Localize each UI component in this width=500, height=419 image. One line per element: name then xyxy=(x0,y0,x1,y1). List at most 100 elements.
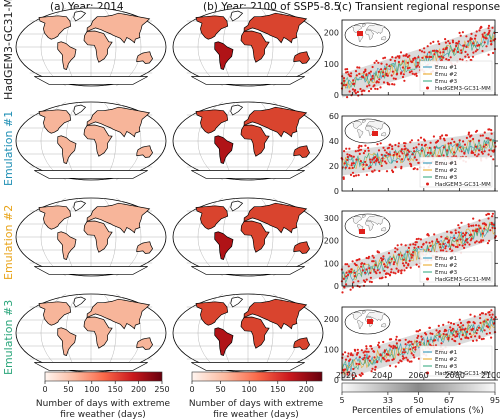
continent xyxy=(293,51,311,64)
esm-point xyxy=(444,38,447,41)
esm-point xyxy=(361,373,364,376)
esm-point xyxy=(350,155,353,158)
inset-continent xyxy=(380,36,387,41)
esm-point xyxy=(450,231,453,234)
esm-point xyxy=(413,167,416,170)
colorbar-tick-label: 200 xyxy=(299,385,314,394)
esm-point xyxy=(483,227,486,230)
plot-frame xyxy=(341,210,496,287)
esm-point xyxy=(465,45,468,49)
esm-point xyxy=(433,49,436,52)
esm-point xyxy=(351,374,354,377)
esm-point xyxy=(415,241,418,244)
esm-point xyxy=(409,163,413,166)
esm-point xyxy=(466,53,469,56)
esm-point xyxy=(405,356,408,359)
esm-point xyxy=(376,80,379,83)
continent xyxy=(293,241,311,254)
inset-continent xyxy=(351,216,362,224)
esm-point xyxy=(439,137,442,140)
colorbar-tick-label: 100 xyxy=(242,385,257,394)
esm-point xyxy=(444,41,447,44)
esm-point xyxy=(477,326,480,329)
esm-point xyxy=(354,70,358,73)
colorbar-c-label: Percentiles of emulations (%) xyxy=(352,406,484,416)
esm-point xyxy=(354,89,357,92)
continent xyxy=(240,220,270,253)
esm-point xyxy=(481,33,484,36)
esm-point xyxy=(401,355,404,358)
esm-point xyxy=(342,277,345,280)
esm-point xyxy=(387,252,391,255)
esm-point xyxy=(352,367,355,371)
esm-point xyxy=(410,352,413,355)
esm-point xyxy=(362,163,365,166)
esm-point xyxy=(404,338,407,341)
map-a-emu1 xyxy=(15,101,167,181)
esm-point xyxy=(418,341,421,344)
esm-point xyxy=(368,359,371,362)
esm-point xyxy=(409,266,412,269)
inset-continent xyxy=(380,227,387,232)
colorbar-b-label-2: fire weather (days) xyxy=(213,410,299,419)
emulation-line-1 xyxy=(341,317,496,372)
esm-point xyxy=(463,233,467,237)
esm-point xyxy=(445,47,448,50)
legend-swatch xyxy=(426,277,429,281)
esm-point xyxy=(438,335,441,338)
esm-point xyxy=(387,272,390,275)
y-tick-label: 60 xyxy=(329,112,339,121)
esm-point xyxy=(352,175,356,178)
esm-point xyxy=(402,348,405,351)
esm-point xyxy=(413,356,416,359)
esm-point xyxy=(415,263,418,266)
esm-point xyxy=(371,77,374,80)
y-tick-label: 200 xyxy=(324,237,339,246)
esm-point xyxy=(365,173,368,176)
esm-point xyxy=(410,139,413,142)
esm-point xyxy=(406,250,409,254)
esm-point xyxy=(367,350,370,353)
esm-point xyxy=(456,239,459,242)
esm-point xyxy=(382,258,385,261)
map-b-emu2 xyxy=(172,197,324,277)
esm-point xyxy=(487,27,490,30)
esm-point xyxy=(406,153,409,156)
esm-point xyxy=(466,321,469,324)
colorbar-tick-label: 250 xyxy=(154,385,169,394)
esm-point xyxy=(396,248,399,251)
esm-point xyxy=(404,142,407,145)
colorbar-a-label-2: fire weather (days) xyxy=(60,410,146,419)
esm-point xyxy=(403,351,406,354)
continent xyxy=(38,15,72,40)
esm-point xyxy=(351,88,355,91)
esm-point xyxy=(391,83,394,86)
esm-point xyxy=(463,44,466,47)
esm-point xyxy=(410,70,413,73)
esm-point xyxy=(373,161,376,164)
esm-point xyxy=(425,56,429,59)
esm-point xyxy=(354,150,357,153)
esm-point xyxy=(456,332,459,336)
esm-point xyxy=(490,316,493,319)
continent xyxy=(293,337,311,350)
esm-point xyxy=(369,166,372,169)
continent xyxy=(57,41,77,70)
esm-point xyxy=(429,244,432,247)
esm-point xyxy=(380,164,383,167)
esm-point xyxy=(467,40,470,43)
esm-point xyxy=(342,176,345,179)
esm-point xyxy=(452,334,455,337)
continent xyxy=(34,362,148,371)
esm-point xyxy=(384,265,387,268)
esm-point xyxy=(490,221,493,224)
continent xyxy=(191,362,305,371)
esm-point xyxy=(425,241,428,244)
esm-point xyxy=(442,323,445,326)
esm-point xyxy=(380,153,383,156)
esm-point xyxy=(462,140,465,143)
esm-point xyxy=(382,81,386,84)
esm-point xyxy=(365,350,368,353)
esm-point xyxy=(472,339,475,342)
esm-point xyxy=(413,246,416,249)
